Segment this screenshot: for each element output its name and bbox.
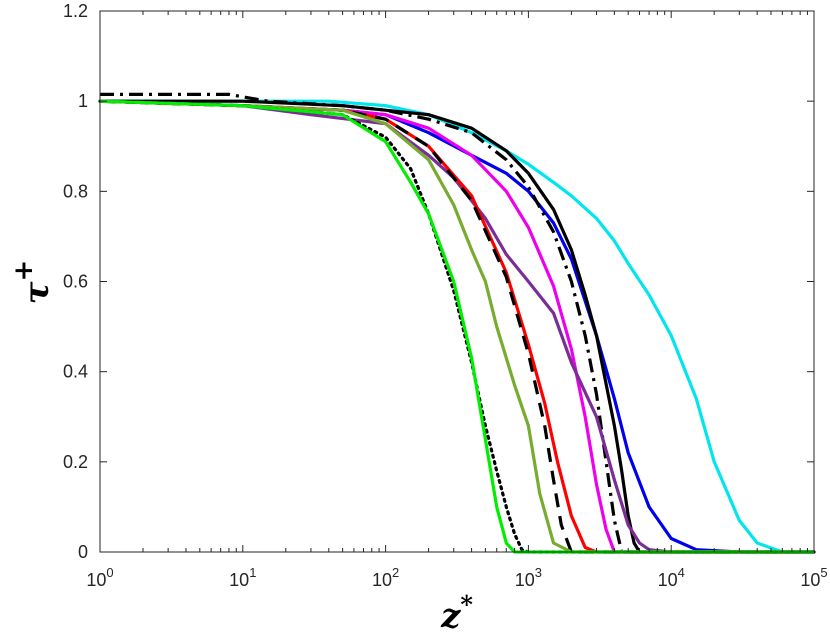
x-axis-label: z* bbox=[440, 590, 473, 636]
y-axis-label: τ+ bbox=[9, 260, 57, 305]
x-tick-label: 104 bbox=[658, 565, 685, 590]
y-ticks bbox=[100, 10, 814, 553]
series-line-9 bbox=[99, 99, 814, 554]
x-tick-labels: 100 101 102 103 104 105 bbox=[86, 565, 827, 590]
y-tick-labels: 0 0.2 0.4 0.6 0.8 1 1.2 bbox=[63, 1, 88, 562]
plot-area bbox=[100, 11, 814, 552]
y-tick-label: 1.2 bbox=[63, 1, 88, 21]
y-tick-label: 0 bbox=[78, 542, 88, 562]
y-tick-label: 0.4 bbox=[63, 362, 88, 382]
x-tick-label: 100 bbox=[86, 565, 113, 590]
x-tick-label: 103 bbox=[515, 565, 542, 590]
y-tick-label: 1 bbox=[78, 91, 88, 111]
x-tick-label: 102 bbox=[372, 565, 399, 590]
x-tick-label: 101 bbox=[229, 565, 256, 590]
series-line-11 bbox=[99, 99, 814, 554]
series-line-1 bbox=[100, 99, 814, 554]
series-line-4 bbox=[100, 92, 814, 554]
y-tick-label: 0.2 bbox=[63, 452, 88, 472]
y-tick-label: 0.6 bbox=[63, 272, 88, 292]
series-line-3 bbox=[100, 99, 814, 554]
y-tick-label: 0.8 bbox=[63, 181, 88, 201]
x-tick-label: 105 bbox=[800, 565, 827, 590]
x-ticks bbox=[99, 11, 815, 552]
